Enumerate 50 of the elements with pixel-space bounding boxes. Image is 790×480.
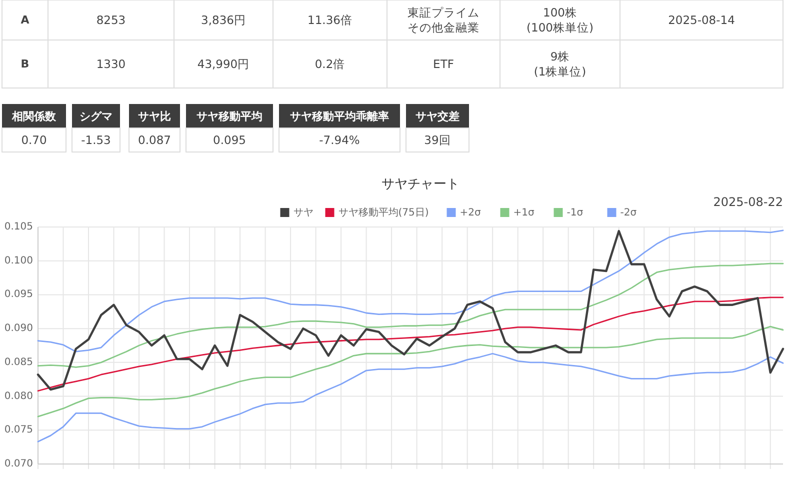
line-series bbox=[37, 326, 784, 418]
y-tick-label: 0.095 bbox=[4, 289, 33, 300]
y-tick-label: 0.105 bbox=[4, 222, 33, 232]
legend-label: サヤ移動平均(75日) bbox=[338, 206, 429, 218]
legend-label: +1σ bbox=[513, 208, 535, 218]
line-series bbox=[37, 230, 784, 352]
legend-label: +2σ bbox=[460, 208, 482, 218]
legend-label: サヤ bbox=[293, 208, 314, 218]
line-series bbox=[36, 230, 784, 391]
y-tick-label: 0.080 bbox=[4, 390, 33, 402]
text: -7.94% bbox=[319, 133, 360, 147]
text: 0.70 bbox=[21, 133, 47, 147]
text: (100株単位) bbox=[526, 20, 594, 34]
text: ETF bbox=[433, 57, 454, 71]
text: 相関係数 bbox=[11, 110, 57, 122]
text: 11.36倍 bbox=[308, 13, 352, 27]
line-series bbox=[37, 296, 784, 392]
text: 8253 bbox=[96, 13, 126, 27]
y-tick-label: 0.075 bbox=[4, 424, 33, 436]
text: 9株 bbox=[550, 50, 570, 64]
text: 43,990円 bbox=[197, 57, 250, 71]
line-series bbox=[37, 352, 784, 442]
text: サヤ移動平均乖離率 bbox=[290, 110, 389, 122]
legend-label: -1σ bbox=[566, 208, 584, 218]
text: 2025-08-14 bbox=[668, 13, 735, 27]
text: 3,836円 bbox=[201, 13, 246, 27]
text: 100株 bbox=[543, 6, 577, 20]
y-tick-label: 0.090 bbox=[4, 323, 33, 334]
text: A bbox=[20, 14, 30, 26]
text: 39回 bbox=[424, 133, 451, 147]
text: 東証プライム bbox=[408, 6, 480, 20]
text: -1.53 bbox=[81, 133, 111, 147]
text: 0.087 bbox=[138, 133, 171, 147]
text: 0.095 bbox=[213, 133, 246, 147]
chart-title: サヤチャート bbox=[382, 177, 460, 192]
text: (1株単位) bbox=[534, 64, 586, 78]
text: B bbox=[20, 58, 30, 70]
text: その他金融業 bbox=[408, 20, 480, 34]
text: 1330 bbox=[96, 57, 126, 71]
text: サヤ比 bbox=[138, 110, 171, 122]
y-tick-label: 0.070 bbox=[4, 458, 33, 470]
text: 0.2倍 bbox=[314, 57, 346, 71]
legend-label: -2σ bbox=[620, 208, 638, 218]
y-tick-label: 0.085 bbox=[4, 356, 33, 368]
text: サヤ移動平均 bbox=[196, 110, 262, 122]
line-series bbox=[37, 262, 784, 368]
text: 2025-08-22 bbox=[713, 195, 783, 209]
y-tick-label: 0.100 bbox=[4, 255, 33, 266]
text: サヤ交差 bbox=[416, 110, 460, 122]
text: シグマ bbox=[80, 110, 112, 122]
